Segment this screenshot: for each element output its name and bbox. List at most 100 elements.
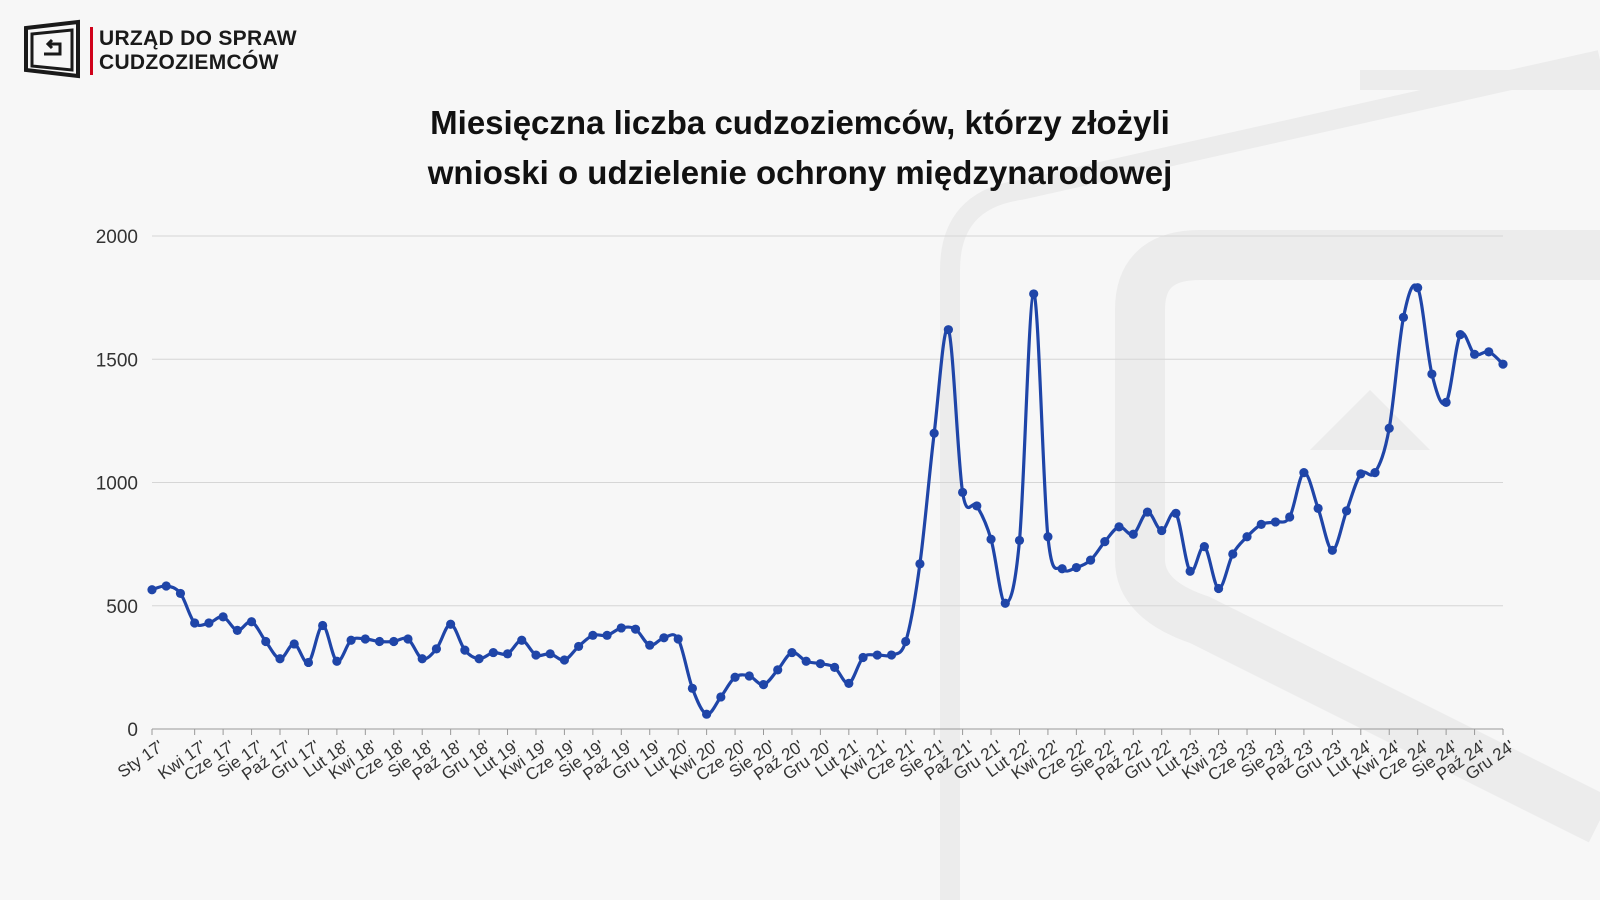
data-point — [332, 656, 342, 666]
data-point — [161, 581, 171, 591]
data-point — [502, 649, 513, 659]
y-tick-label: 1000 — [96, 474, 138, 495]
data-point — [1313, 503, 1323, 513]
data-point — [275, 654, 285, 664]
data-point — [815, 659, 825, 669]
data-point — [602, 630, 612, 640]
y-tick-label: 0 — [127, 720, 138, 741]
data-point — [929, 428, 939, 438]
data-point — [1228, 549, 1238, 559]
data-point — [872, 650, 882, 660]
data-point — [1100, 537, 1110, 547]
data-point — [1213, 583, 1224, 594]
y-tick-label: 500 — [106, 597, 138, 618]
y-tick-label: 1500 — [96, 350, 138, 371]
data-point — [1441, 397, 1451, 407]
data-point — [360, 634, 370, 644]
org-logo: URZĄD DO SPRAW CUDZOZIEMCÓW — [22, 18, 297, 84]
data-point — [1114, 522, 1124, 532]
data-point — [374, 636, 385, 647]
data-point — [488, 647, 498, 658]
data-point — [1413, 283, 1423, 293]
data-point — [1427, 369, 1437, 379]
data-point — [218, 612, 228, 622]
data-point — [545, 649, 555, 659]
data-point — [1242, 532, 1252, 542]
data-point — [190, 618, 200, 628]
data-point — [645, 640, 655, 650]
data-point — [943, 325, 953, 335]
org-name-line1: URZĄD DO SPRAW — [99, 27, 297, 50]
data-point — [616, 623, 626, 633]
data-point — [175, 588, 186, 599]
data-point — [517, 635, 527, 645]
data-point — [844, 678, 854, 688]
data-point — [1370, 468, 1380, 478]
chart-title-line2: wnioski o udzielenie ochrony międzynarod… — [427, 154, 1173, 191]
data-point — [1270, 517, 1281, 527]
data-point — [1469, 349, 1480, 359]
data-point — [588, 630, 598, 640]
data-point — [389, 636, 399, 647]
data-point — [958, 487, 968, 497]
data-point — [147, 585, 157, 595]
data-point — [446, 619, 456, 629]
data-point — [972, 501, 982, 511]
data-point — [1398, 312, 1409, 322]
data-point — [417, 654, 427, 664]
data-point — [1142, 507, 1153, 517]
data-point — [289, 639, 299, 649]
data-point — [901, 636, 911, 647]
data-point — [787, 647, 797, 658]
data-point — [801, 656, 811, 666]
data-point — [346, 635, 356, 645]
data-point — [1341, 506, 1352, 516]
data-point — [744, 671, 754, 681]
data-point — [303, 657, 314, 668]
data-point — [403, 634, 413, 644]
data-point — [1455, 330, 1465, 340]
data-point — [858, 652, 868, 663]
data-point — [886, 650, 897, 660]
data-point — [204, 618, 214, 628]
chart-title: Miesięczna liczba cudzoziemców, którzy z… — [0, 98, 1600, 198]
data-point — [1014, 535, 1025, 546]
data-point — [1029, 289, 1039, 299]
data-point — [1299, 468, 1309, 478]
data-point — [1484, 347, 1494, 357]
data-point — [1498, 359, 1508, 369]
org-name-line2: CUDZOZIEMCÓW — [99, 51, 279, 74]
data-point — [431, 644, 442, 654]
data-point — [474, 654, 484, 664]
data-point — [773, 665, 783, 675]
office-logo-icon — [24, 19, 80, 79]
data-point — [630, 624, 641, 634]
data-point — [1185, 566, 1195, 576]
data-point — [830, 662, 840, 672]
data-point — [1128, 529, 1138, 539]
data-point — [687, 683, 698, 693]
data-point — [1199, 541, 1209, 552]
data-point — [1157, 525, 1167, 536]
data-point — [574, 641, 584, 652]
data-point — [1171, 508, 1181, 518]
data-point — [531, 650, 541, 660]
data-point — [730, 672, 740, 682]
data-point — [758, 680, 769, 690]
data-point — [659, 633, 669, 643]
data-point — [1057, 564, 1067, 574]
chart-title-line1: Miesięczna liczba cudzoziemców, którzy z… — [430, 104, 1170, 141]
data-point — [1085, 555, 1096, 565]
data-point — [559, 655, 570, 665]
data-point — [915, 559, 925, 569]
data-point — [1356, 469, 1366, 479]
data-point — [1256, 519, 1266, 530]
data-point — [460, 645, 470, 655]
data-point — [1043, 532, 1053, 542]
data-point — [716, 692, 726, 702]
data-point — [1285, 512, 1295, 522]
data-point — [1000, 598, 1010, 608]
y-tick-label: 2000 — [96, 227, 138, 248]
